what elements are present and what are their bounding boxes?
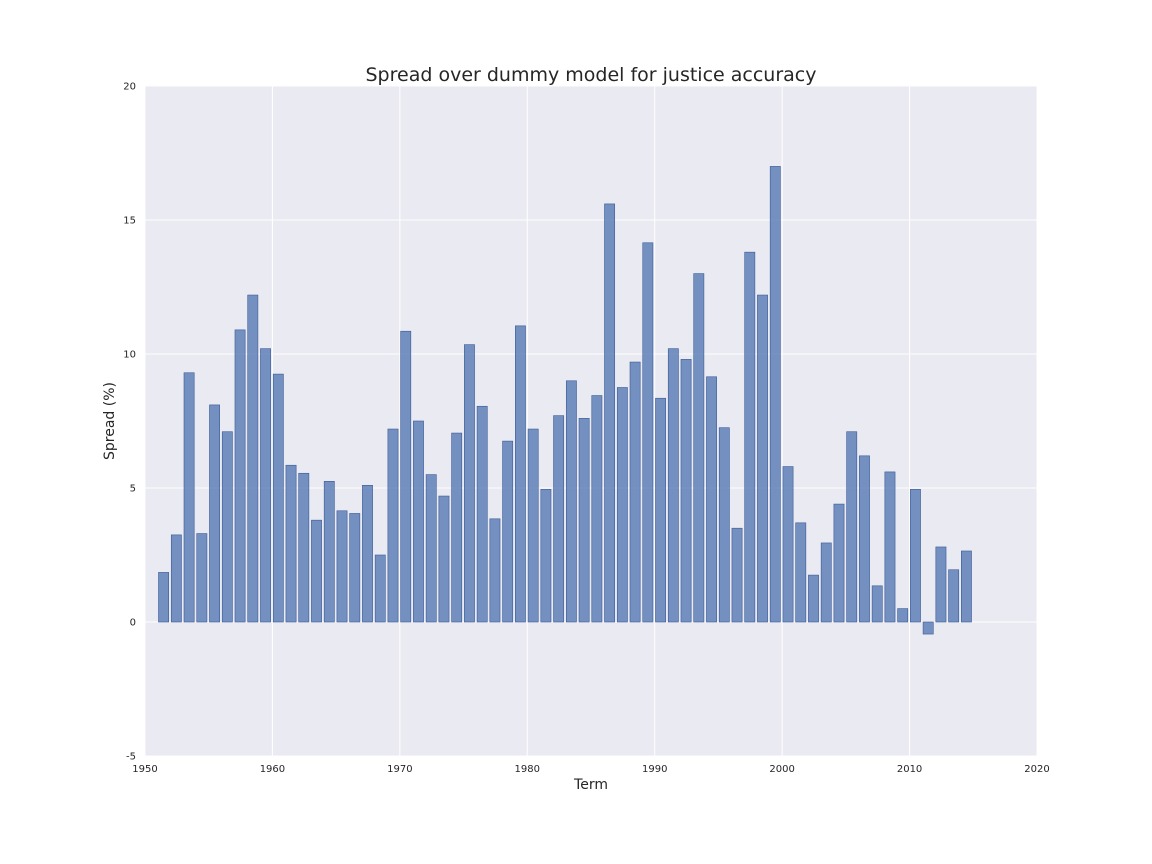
bar-1989 <box>642 242 654 623</box>
bar-1986 <box>604 203 616 623</box>
bar-1962 <box>298 472 310 623</box>
bar-1981 <box>540 489 552 623</box>
bar-1967 <box>362 485 373 623</box>
bar-1956 <box>221 431 233 623</box>
bar-1965 <box>336 510 348 623</box>
bar-1963 <box>311 519 322 623</box>
bar-1985 <box>591 395 603 623</box>
bar-1954 <box>196 533 208 623</box>
x-tick-label: 1980 <box>515 764 540 775</box>
bar-1980 <box>527 428 539 623</box>
bar-1952 <box>170 534 182 623</box>
bar-1982 <box>553 415 565 623</box>
bar-1951 <box>158 572 170 623</box>
bar-1964 <box>323 480 335 623</box>
bar-1996 <box>731 527 743 623</box>
x-tick-label: 1990 <box>642 764 667 775</box>
bar-1957 <box>234 329 246 623</box>
bar-1990 <box>655 397 666 623</box>
bar-1988 <box>629 361 641 623</box>
bar-2012 <box>935 546 947 623</box>
bar-1972 <box>425 474 437 623</box>
bar-1977 <box>489 518 501 623</box>
bar-2008 <box>884 471 896 623</box>
x-tick-label: 1950 <box>132 764 157 775</box>
bar-1958 <box>247 294 259 623</box>
bar-2014 <box>961 550 972 623</box>
bar-1978 <box>502 440 514 623</box>
bar-1966 <box>349 513 361 623</box>
bar-2004 <box>833 503 845 623</box>
y-tick-label: 5 <box>130 484 136 495</box>
bar-1987 <box>616 387 628 623</box>
bar-2007 <box>871 585 883 623</box>
x-tick-label: 1970 <box>387 764 412 775</box>
y-tick-labels: -5 0 5 10 15 20 <box>123 82 136 763</box>
bar-1975 <box>464 344 475 623</box>
bar-1979 <box>515 325 526 623</box>
bar-1968 <box>374 554 386 623</box>
bar-1995 <box>718 427 730 623</box>
x-tick-label: 2020 <box>1024 764 1049 775</box>
x-tick-label: 1960 <box>260 764 285 775</box>
y-tick-label: 15 <box>123 216 136 227</box>
bar-2003 <box>820 542 832 623</box>
bar-1973 <box>438 495 450 623</box>
bars-group <box>158 166 972 635</box>
bar-1983 <box>565 380 577 623</box>
plot-area <box>145 86 1037 756</box>
chart-title: Spread over dummy model for justice accu… <box>366 64 817 86</box>
bar-1953 <box>183 372 195 623</box>
bar-2005 <box>846 431 858 623</box>
bar-1998 <box>757 294 768 623</box>
bar-2013 <box>948 569 960 623</box>
bar-2001 <box>795 522 807 623</box>
bar-2011 <box>922 621 934 635</box>
bar-1974 <box>451 432 463 623</box>
y-axis-label: Spread (%) <box>102 382 118 460</box>
bar-1960 <box>272 373 284 623</box>
bar-1984 <box>578 418 590 623</box>
bar-1970 <box>400 330 412 623</box>
y-tick-label: -5 <box>126 752 136 763</box>
bar-1997 <box>744 251 756 623</box>
bar-1991 <box>667 348 679 623</box>
y-tick-label: 20 <box>123 82 136 93</box>
bar-2002 <box>808 574 819 623</box>
x-tick-label: 2000 <box>769 764 794 775</box>
x-tick-labels: 1950 1960 1970 1980 1990 2000 2010 2020 <box>132 764 1049 775</box>
bar-1993 <box>693 273 705 623</box>
bar-1976 <box>476 405 488 623</box>
bar-2010 <box>910 489 921 623</box>
bar-1971 <box>413 420 424 623</box>
bar-2000 <box>782 466 794 623</box>
bar-2006 <box>859 455 870 623</box>
bar-1992 <box>680 359 692 623</box>
x-tick-label: 2010 <box>897 764 922 775</box>
bar-1961 <box>285 464 297 623</box>
bar-1969 <box>387 428 399 623</box>
bar-1994 <box>706 376 717 623</box>
bar-1955 <box>209 404 220 623</box>
bar-1959 <box>260 348 271 623</box>
y-tick-label: 10 <box>123 350 136 361</box>
bar-1999 <box>769 166 781 623</box>
x-axis-label: Term <box>573 777 608 793</box>
y-tick-label: 0 <box>130 618 136 629</box>
bar-2009 <box>897 608 909 623</box>
